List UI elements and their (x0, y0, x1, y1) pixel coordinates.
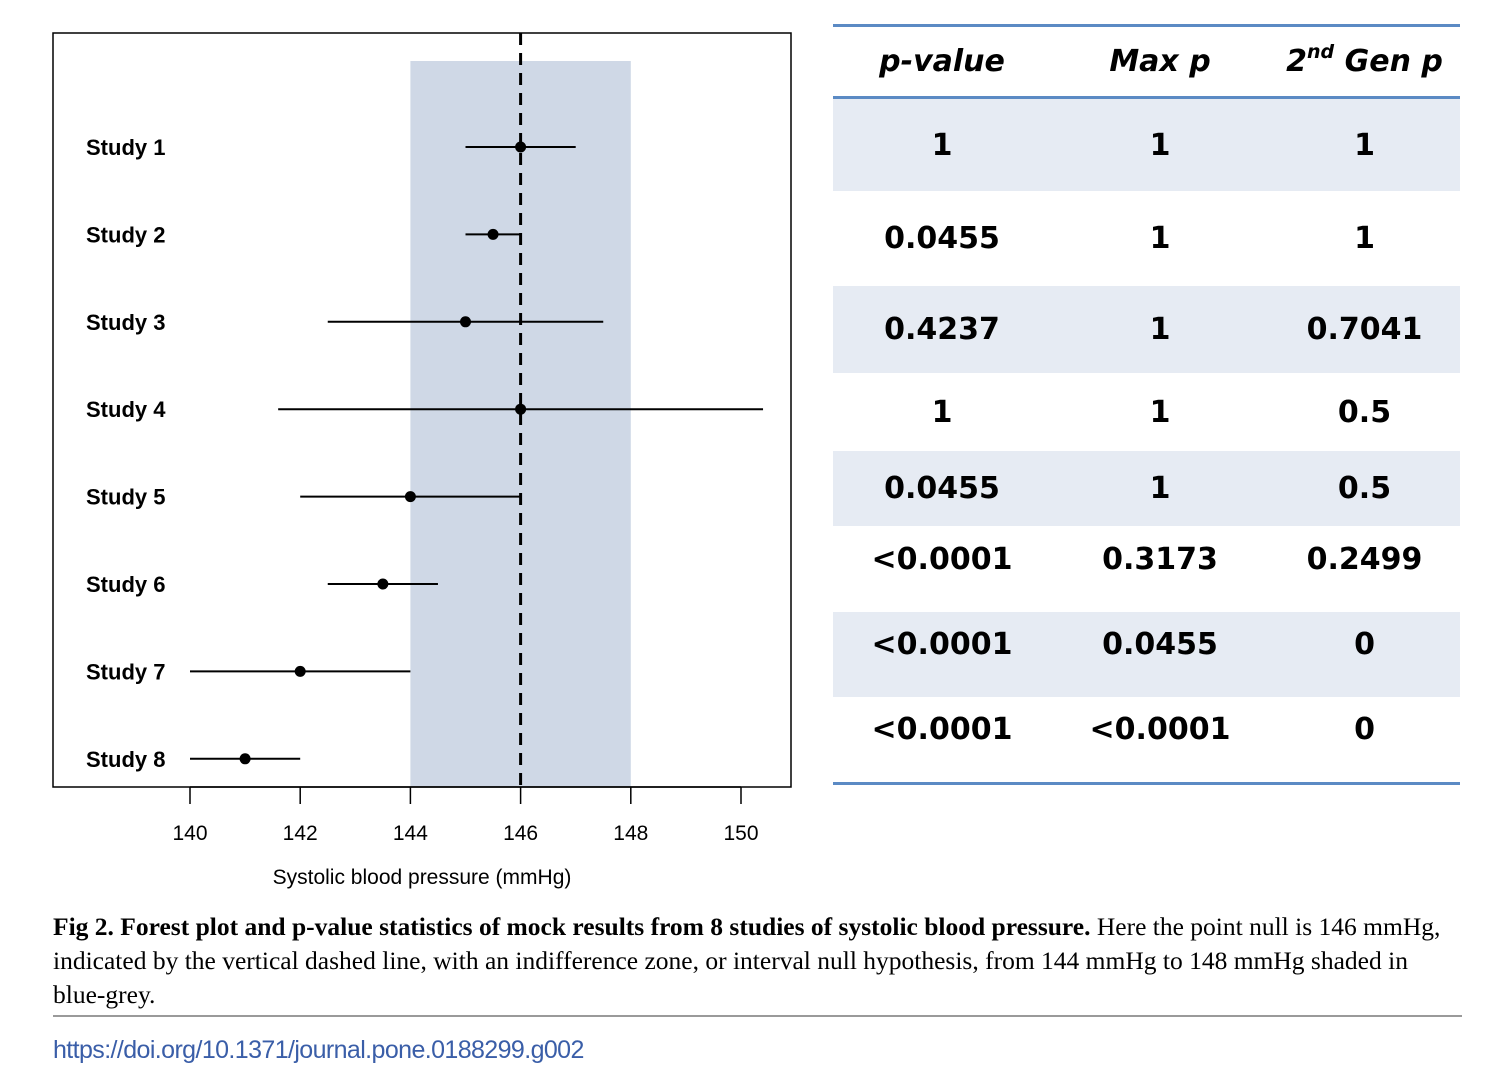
cell-max-p: <0.0001 (1089, 712, 1231, 747)
point-estimate (294, 665, 306, 677)
study-label: Study 3 (86, 310, 165, 335)
table-row: <0.0001 0.3173 0.2499 (833, 526, 1460, 612)
x-tick-label: 144 (393, 822, 428, 845)
table-header-row: p-value Max p 2nd Gen p (833, 27, 1460, 96)
cell-second-gen-p: 0 (1354, 627, 1375, 662)
x-tick-label: 140 (172, 822, 207, 845)
x-tick-label: 146 (503, 822, 538, 845)
x-tick-label: 148 (613, 822, 648, 845)
study-label: Study 4 (86, 397, 166, 422)
caption-divider (53, 1015, 1462, 1017)
cell-second-gen-p: 1 (1354, 221, 1375, 256)
point-estimate (239, 753, 251, 765)
caption-text: Here the point null is 146 mmHg, indicat… (53, 912, 1441, 1009)
study-label: Study 6 (86, 572, 165, 597)
study-label: Study 7 (86, 659, 165, 684)
point-estimate (487, 228, 499, 240)
table-row: <0.0001 <0.0001 0 (833, 697, 1460, 782)
cell-p-value: <0.0001 (871, 627, 1013, 662)
table-header-rule (833, 96, 1460, 99)
doi-link[interactable]: https://doi.org/10.1371/journal.pone.018… (53, 1036, 584, 1064)
cell-max-p: 1 (1149, 471, 1171, 506)
cell-second-gen-p: 0 (1354, 712, 1375, 747)
cell-max-p: 1 (1149, 221, 1171, 256)
point-estimate (460, 316, 471, 328)
x-axis-title: Systolic blood pressure (mmHg) (273, 866, 572, 889)
header-max-p: Max p (1109, 44, 1211, 79)
forest-plot: Study 1 Study 2 Study 3 Study 4 Study 5 Study… (52, 32, 792, 889)
study-label: Study 8 (86, 747, 165, 772)
cell-max-p: 1 (1149, 394, 1171, 430)
table-row: <0.0001 0.0455 0 (833, 612, 1460, 697)
point-estimate (515, 141, 527, 153)
cell-max-p: 0.3173 (1102, 541, 1218, 577)
figure-caption: Fig 2. Forest plot and p-value statistic… (53, 910, 1463, 1012)
table-row: 1 1 1 (833, 99, 1460, 191)
cell-second-gen-p: 0.5 (1337, 394, 1392, 430)
cell-p-value: 0.0455 (884, 221, 1000, 256)
cell-second-gen-p: 0.2499 (1306, 541, 1423, 577)
cell-second-gen-p: 1 (1354, 127, 1375, 163)
table-row: 0.4237 1 0.7041 (833, 286, 1460, 373)
cell-max-p: 1 (1149, 127, 1171, 163)
point-estimate (377, 578, 389, 590)
cell-p-value: <0.0001 (871, 712, 1013, 747)
table-top-rule (833, 24, 1460, 27)
table-bottom-rule (833, 782, 1460, 785)
cell-max-p: 0.0455 (1102, 627, 1218, 662)
table-row: 0.0455 1 1 (833, 191, 1460, 286)
table-row: 0.0455 1 0.5 (833, 451, 1460, 526)
header-second-gen-p: 2nd Gen p (1286, 41, 1443, 80)
cell-p-value: 0.4237 (884, 312, 1000, 347)
p-value-table: p-value Max p 2nd Gen p 1 1 1 0.0455 1 1 0.423… (833, 24, 1460, 785)
point-estimate (515, 403, 527, 415)
caption-title: Fig 2. Forest plot and p-value statistic… (53, 912, 1091, 941)
study-label: Study 5 (86, 485, 165, 510)
cell-second-gen-p: 0.5 (1337, 471, 1392, 506)
table-body: 1 1 1 0.0455 1 1 0.4237 1 0.7041 1 1 0.5 0.0455 1 0.5 <… (833, 99, 1460, 782)
table-row: 1 1 0.5 (833, 373, 1460, 451)
study-label: Study 2 (86, 222, 165, 247)
cell-p-value: 1 (931, 127, 953, 163)
point-estimate (404, 491, 416, 503)
cell-second-gen-p: 0.7041 (1306, 312, 1423, 347)
x-tick-label: 150 (723, 822, 758, 845)
cell-p-value: 1 (931, 394, 953, 430)
header-p-value: p-value (879, 44, 1005, 79)
study-label: Study 1 (86, 135, 165, 160)
x-tick-label: 142 (283, 822, 318, 845)
cell-p-value: <0.0001 (871, 541, 1013, 577)
cell-p-value: 0.0455 (884, 471, 1000, 506)
cell-max-p: 1 (1149, 312, 1171, 347)
